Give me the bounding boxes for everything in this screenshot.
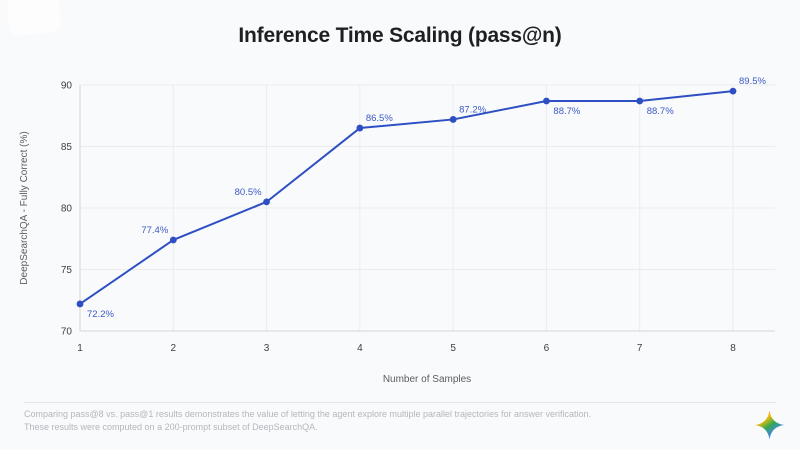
trend-line — [79, 90, 734, 305]
data-point — [169, 236, 177, 244]
data-point — [636, 97, 644, 105]
data-point-label: 72.2% — [87, 309, 114, 320]
data-point — [356, 124, 364, 132]
x-tick-label: 7 — [637, 343, 643, 354]
y-tick-label: 75 — [61, 265, 73, 276]
footer-line-1: Comparing pass@8 vs. pass@1 results demo… — [24, 409, 592, 419]
footer-divider — [24, 402, 776, 403]
data-point-label: 86.5% — [366, 113, 393, 124]
footer-line-2: These results were computed on a 200-pro… — [24, 422, 318, 432]
sparkle-shape — [754, 410, 785, 440]
data-point — [263, 198, 270, 206]
data-point — [449, 116, 457, 123]
x-tick-label: 3 — [264, 343, 270, 354]
data-point-label: 89.5% — [739, 76, 766, 87]
y-tick-label: 90 — [61, 81, 73, 92]
data-point-label: 77.4% — [141, 225, 168, 236]
x-tick-label: 6 — [544, 343, 550, 354]
data-point — [543, 97, 550, 105]
x-tick-label: 4 — [357, 343, 363, 354]
data-point — [76, 300, 84, 308]
x-tick-label: 8 — [730, 343, 736, 354]
x-axis-title: Number of Samples — [383, 374, 471, 385]
x-tick-label: 5 — [450, 343, 456, 354]
y-axis-title: DeepSearchQA - Fully Correct (%) — [19, 131, 30, 284]
data-point-label: 87.2% — [459, 104, 486, 115]
y-tick-label: 80 — [61, 204, 73, 215]
footer-note: Comparing pass@8 vs. pass@1 results demo… — [24, 408, 724, 434]
series — [76, 87, 737, 308]
gemini-sparkle-logo — [754, 410, 785, 440]
y-tick-label: 85 — [61, 142, 73, 153]
chart-title: Inference Time Scaling (pass@n) — [238, 24, 562, 47]
data-point-label: 88.7% — [553, 106, 580, 117]
y-tick-label: 70 — [61, 327, 73, 338]
axes — [79, 85, 775, 332]
gridlines — [80, 84, 775, 331]
tick-labels: 70 75 80 85 90 1 2 3 4 5 6 7 8 — [61, 81, 736, 355]
data-point — [729, 87, 737, 95]
data-point-label: 80.5% — [235, 187, 262, 198]
x-tick-label: 1 — [77, 343, 83, 354]
x-tick-label: 2 — [171, 343, 177, 354]
data-labels: 72.2% 77.4% 80.5% 86.5% 87.2% 88.7% 88.7% 89.5% — [87, 76, 766, 320]
data-point-label: 88.7% — [647, 106, 674, 117]
